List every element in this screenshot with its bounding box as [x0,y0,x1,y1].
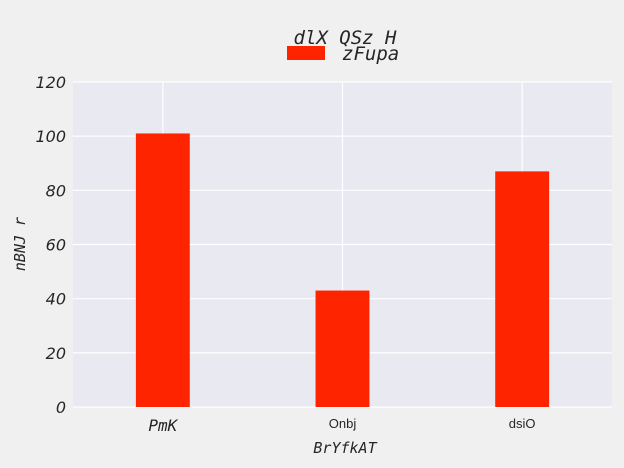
chart-title: dlX QSz H [294,27,398,49]
y-tick-label: 120 [35,73,66,92]
y-tick-label: 20 [46,344,66,363]
legend: zFupa [287,43,399,65]
y-tick-label: 40 [46,290,66,309]
bar-pmk [135,133,190,408]
y-tick-label: 0 [56,398,66,417]
x-tick-labels: PmK Onbj dsiO [148,416,535,435]
x-axis-label: BrYfkAT [313,439,377,457]
bar-onbj [315,290,370,407]
x-tick-label: dsiO [509,416,536,431]
y-tick-label: 60 [46,236,66,255]
y-tick-labels: 0 20 40 60 80 100 120 [35,73,66,417]
legend-label: zFupa [342,43,399,65]
y-axis-label: nBNJ r [11,217,29,271]
bars [135,133,550,408]
legend-swatch [287,46,325,60]
x-tick-label: Onbj [329,416,357,431]
y-tick-label: 100 [35,127,66,146]
y-tick-label: 80 [46,181,66,200]
bar-dsio [495,171,550,407]
x-tick-label: PmK [148,416,178,435]
